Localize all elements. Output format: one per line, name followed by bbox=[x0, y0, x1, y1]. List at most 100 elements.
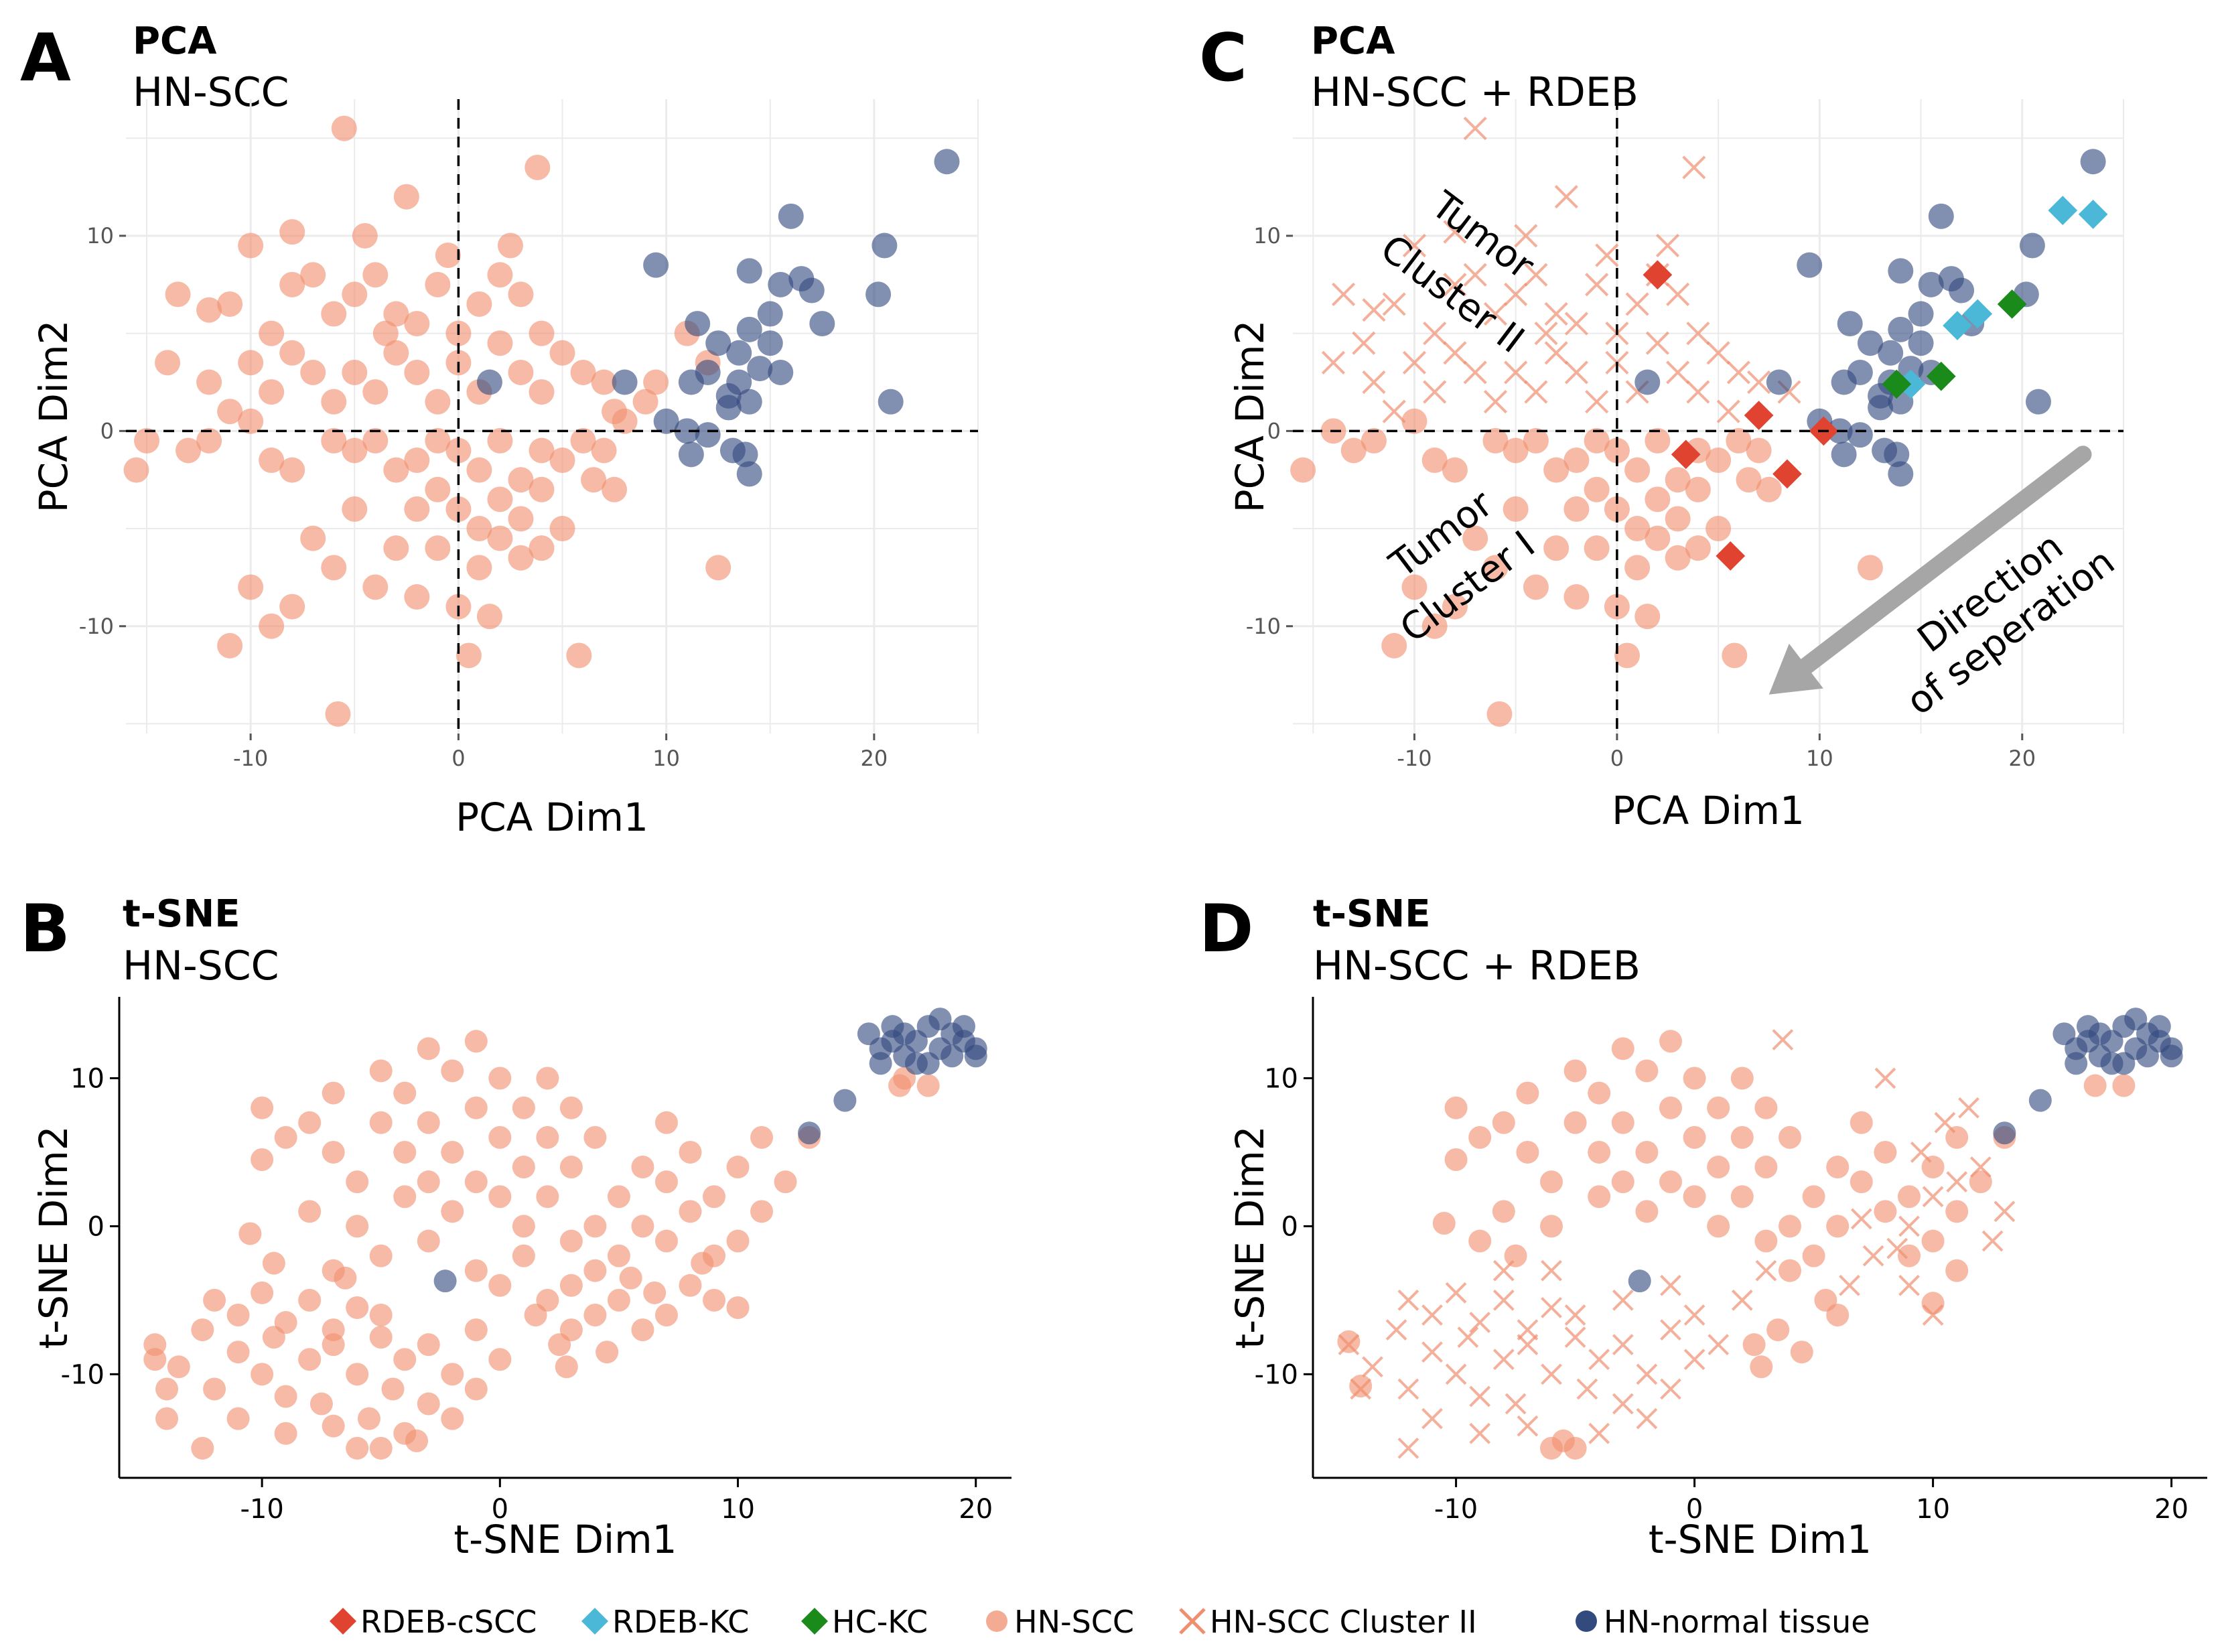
panel-d-point-hn-scc bbox=[1754, 1229, 1778, 1253]
panel-c-point-rdeb-cscc bbox=[1716, 541, 1746, 571]
panel-a-point-hn-scc bbox=[279, 457, 305, 483]
panel-c-point-hn-scc bbox=[1665, 467, 1691, 493]
panel-b-point-hn-scc bbox=[596, 1340, 619, 1364]
panel-b-point-hn-normal-tissue bbox=[952, 1015, 975, 1038]
panel-c-point-hn-scc bbox=[1523, 574, 1549, 600]
panel-a-point-hn-normal-tissue bbox=[865, 281, 892, 307]
panel-c-point-hn-normal-tissue bbox=[1888, 258, 1914, 284]
panel-b-point-hn-scc bbox=[226, 1303, 250, 1326]
legend-item: RDEB-cSCC bbox=[330, 1604, 537, 1640]
panel-d-point-hn-scc bbox=[1659, 1170, 1682, 1194]
legend-label: RDEB-cSCC bbox=[360, 1604, 537, 1640]
panel-c-point-hn-scc-cluster-ii bbox=[1443, 220, 1467, 244]
direction-arrow-shaft bbox=[1797, 445, 2092, 675]
panel-a-point-hn-scc bbox=[279, 594, 305, 620]
panel-d-point-hn-scc bbox=[1874, 1200, 1897, 1223]
panel-c-point-hn-scc-cluster-ii bbox=[1564, 360, 1588, 385]
legend-item: HN-SCC Cluster II bbox=[1179, 1604, 1477, 1640]
panel-a-point-hn-normal-tissue bbox=[736, 316, 762, 342]
panel-a-point-hn-scc bbox=[404, 448, 430, 474]
panel-b-point-hn-scc bbox=[393, 1348, 417, 1371]
panel-a-points bbox=[123, 115, 960, 727]
panel-a-point-hn-scc bbox=[643, 369, 669, 395]
panel-c-point-hn-scc bbox=[1705, 448, 1732, 474]
panel-a-point-hn-scc bbox=[476, 604, 502, 630]
panel-d-point-hn-scc bbox=[1540, 1215, 1563, 1238]
panel-d-point-hn-scc-cluster-ii bbox=[1385, 1319, 1407, 1340]
panel-b-point-hn-scc bbox=[607, 1288, 630, 1312]
panel-d-point-hn-scc bbox=[1945, 1200, 1969, 1223]
panel-b-point-hn-scc bbox=[441, 1363, 464, 1386]
panel-a-letter: A bbox=[20, 20, 71, 96]
panel-d-point-hn-scc-cluster-ii bbox=[1469, 1312, 1491, 1333]
panel-d-point-hn-scc bbox=[1730, 1185, 1754, 1209]
legend-label: RDEB-KC bbox=[612, 1604, 749, 1640]
panel-c-point-hc-kc bbox=[1926, 361, 1956, 391]
panel-c-point-hn-scc-cluster-ii bbox=[1726, 360, 1750, 385]
panel-b-point-hn-scc bbox=[691, 1251, 714, 1275]
panel-c-point-hn-scc-cluster-ii bbox=[1534, 322, 1558, 346]
panel-c-point-hn-scc-cluster-ii bbox=[1504, 360, 1528, 385]
panel-d-point-hn-scc bbox=[1898, 1185, 1921, 1209]
panel-c-point-rdeb-kc bbox=[1943, 311, 1972, 340]
panel-a-point-hn-scc bbox=[217, 632, 243, 659]
panel-b-point-hn-scc bbox=[774, 1170, 797, 1194]
panel-a-point-hn-normal-tissue bbox=[872, 232, 898, 259]
panel-b-point-hn-scc bbox=[393, 1140, 417, 1164]
panel-b-point-hn-scc bbox=[393, 1185, 417, 1209]
panel-b-point-hn-scc bbox=[274, 1422, 297, 1445]
panel-c-point-hn-scc bbox=[1340, 437, 1367, 464]
panel-c-point-hn-normal-tissue bbox=[1918, 271, 1944, 297]
panel-b-point-hn-scc bbox=[143, 1348, 167, 1371]
panel-d-point-hn-scc bbox=[1349, 1375, 1373, 1398]
panel-c-subtitle: HN-SCC + RDEB bbox=[1311, 69, 1639, 116]
panel-a-point-hn-scc bbox=[259, 320, 285, 346]
panel-b-point-hn-scc bbox=[155, 1377, 179, 1401]
panel-c-point-hn-scc bbox=[1665, 545, 1691, 571]
panel-d-y-tick-label: -10 bbox=[1255, 1359, 1298, 1390]
panel-c-point-hn-scc bbox=[1665, 506, 1691, 532]
panel-c-point-hn-scc-cluster-ii bbox=[1463, 117, 1487, 141]
panel-b-point-hn-scc bbox=[583, 1215, 607, 1238]
panel-b-point-hn-scc bbox=[381, 1377, 405, 1401]
panel-b-point-hn-scc bbox=[346, 1170, 369, 1194]
legend-item: HC-KC bbox=[801, 1604, 928, 1640]
panel-d-point-hn-scc-cluster-ii bbox=[1397, 1290, 1419, 1311]
panel-b-point-hn-normal-tissue bbox=[881, 1030, 904, 1053]
panel-d-point-hn-scc-cluster-ii bbox=[1731, 1290, 1753, 1311]
panel-a-point-hn-scc bbox=[529, 437, 555, 464]
panel-a-point-hn-scc bbox=[425, 535, 451, 561]
panel-a-point-hn-normal-tissue bbox=[878, 389, 904, 415]
panel-b-point-hn-scc bbox=[654, 1170, 678, 1194]
panel-d-point-hn-scc-cluster-ii bbox=[1839, 1274, 1860, 1296]
panel-b-point-hn-scc bbox=[583, 1125, 607, 1149]
panel-d-point-hn-scc-cluster-ii bbox=[1862, 1245, 1884, 1267]
panel-b-x-axis-label: t-SNE Dim1 bbox=[454, 1517, 677, 1562]
panel-b-point-hn-scc bbox=[393, 1081, 417, 1105]
panel-b-point-hn-scc bbox=[488, 1125, 512, 1149]
panel-c-point-hn-scc-cluster-ii bbox=[1463, 360, 1487, 385]
panel-b-point-hn-scc bbox=[631, 1318, 654, 1342]
panel-c-point-hn-scc-cluster-ii bbox=[1686, 380, 1710, 404]
panel-a-point-hn-scc bbox=[279, 219, 305, 245]
panel-d-point-hn-scc-cluster-ii bbox=[1850, 1208, 1872, 1230]
panel-c-x-tick-label: 20 bbox=[2008, 746, 2036, 771]
panel-b-point-hn-scc bbox=[607, 1185, 630, 1209]
panel-a-point-hn-scc bbox=[383, 340, 409, 366]
panel-c-point-hn-scc bbox=[1421, 613, 1448, 639]
panel-c-point-hn-scc-cluster-ii bbox=[1514, 224, 1538, 248]
panel-c-point-hn-scc bbox=[1421, 448, 1448, 474]
panel-a-point-hn-normal-tissue bbox=[678, 369, 704, 395]
panel-c-point-hn-normal-tissue bbox=[1928, 203, 1954, 229]
panel-d-point-hn-scc-cluster-ii bbox=[1981, 1230, 2004, 1252]
panel-d-point-hn-scc bbox=[1766, 1318, 1790, 1342]
panel-a-point-hn-scc bbox=[705, 555, 731, 581]
panel-b-point-hn-scc bbox=[238, 1222, 262, 1245]
panel-d-letter: D bbox=[1199, 891, 1253, 967]
panel-b-point-hn-scc bbox=[441, 1059, 464, 1083]
panel-c-point-hn-scc-cluster-ii bbox=[1362, 298, 1386, 322]
panel-d-point-hn-scc-cluster-ii bbox=[1898, 1274, 1920, 1296]
panel-c-point-hn-normal-tissue bbox=[1847, 422, 1873, 448]
panel-b-point-hn-scc bbox=[679, 1274, 702, 1297]
